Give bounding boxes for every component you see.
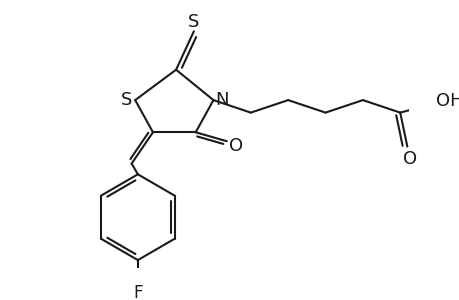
Text: S: S xyxy=(120,91,132,109)
Text: O: O xyxy=(402,150,416,168)
Text: O: O xyxy=(228,137,242,155)
Text: F: F xyxy=(133,284,142,300)
Text: S: S xyxy=(188,13,199,31)
Text: OH: OH xyxy=(435,92,459,110)
Text: N: N xyxy=(215,91,229,109)
